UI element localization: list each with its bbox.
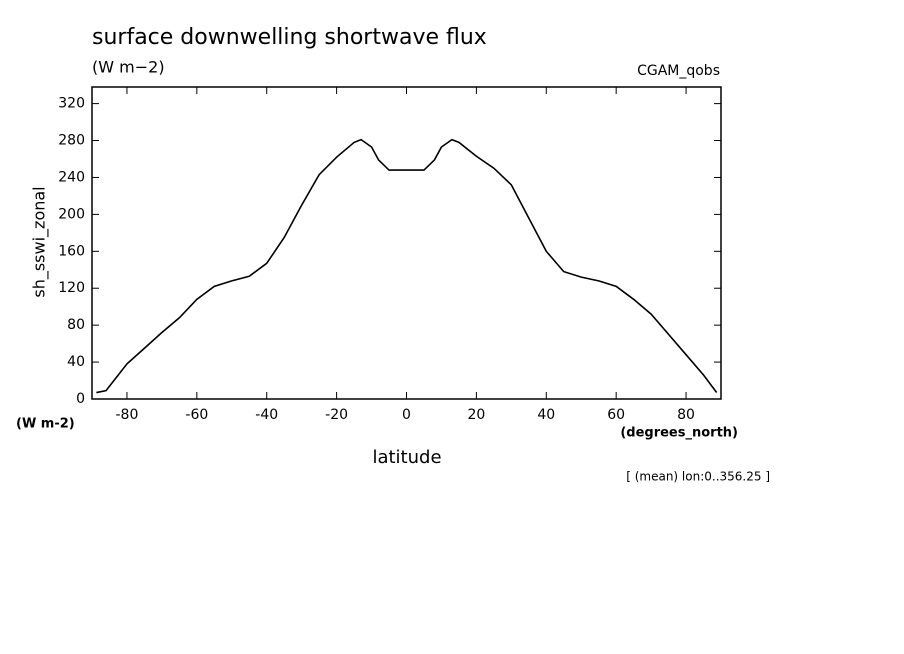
chart-title: surface downwelling shortwave flux [92, 25, 487, 50]
y-tick-label: 40 [67, 354, 85, 370]
x-tick-label: 80 [677, 407, 695, 423]
x-tick-label: -80 [116, 407, 139, 423]
data-line [96, 138, 718, 394]
x-tick-label: 0 [402, 407, 411, 423]
y-tick-label: 120 [58, 280, 85, 296]
y-tick-label: 320 [58, 96, 85, 112]
x-tick-label: 20 [467, 407, 485, 423]
plot-frame [91, 86, 722, 400]
x-tick-label: -60 [185, 407, 208, 423]
dataset-label: CGAM_qobs [637, 63, 720, 79]
y-tick-label: 160 [58, 243, 85, 259]
y-tick-label: 80 [67, 317, 85, 333]
y-units: (W m-2) [16, 417, 75, 432]
note: [ (mean) lon:0..356.25 ] [626, 470, 770, 484]
y-tick-label: 200 [58, 206, 85, 222]
y-tick-label: 0 [76, 391, 85, 407]
x-tick-label: 60 [607, 407, 625, 423]
x-tick-label: 40 [537, 407, 555, 423]
subtitle: (W m−2) [92, 58, 165, 77]
x-tick-label: -40 [255, 407, 278, 423]
y-axis-label: sh_sswi_zonal [30, 186, 50, 297]
y-tick-label: 280 [58, 133, 85, 149]
x-axis-label: latitude [372, 447, 441, 468]
y-tick-label: 240 [58, 169, 85, 185]
x-tick-label: -20 [325, 407, 348, 423]
x-units: (degrees_north) [620, 426, 738, 441]
